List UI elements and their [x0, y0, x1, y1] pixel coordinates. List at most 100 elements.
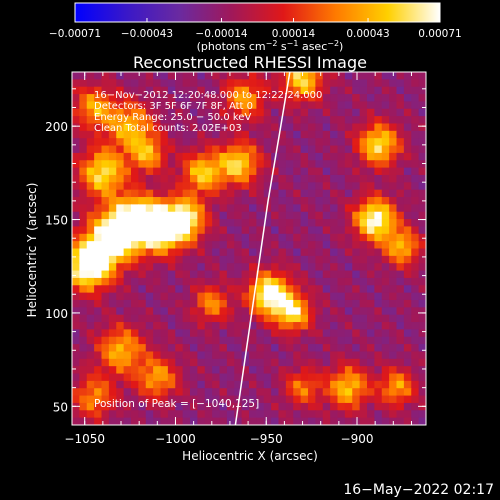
heatmap-cell — [293, 189, 302, 198]
heatmap-cell — [403, 366, 412, 375]
heatmap-cell — [116, 226, 125, 235]
heatmap-cell — [278, 226, 287, 235]
heatmap-cell — [138, 248, 147, 257]
heatmap-cell — [219, 116, 228, 125]
heatmap-cell — [359, 197, 368, 205]
heatmap-cell — [337, 292, 346, 301]
heatmap-cell — [249, 174, 257, 183]
heatmap-cell — [219, 241, 228, 250]
heatmap-cell — [167, 248, 176, 257]
heatmap-cell — [190, 307, 198, 316]
heatmap-cell — [344, 160, 353, 169]
heatmap-cell — [226, 270, 235, 279]
heatmap-cell — [153, 204, 162, 213]
heatmap-cell — [256, 380, 265, 389]
heatmap-cell — [278, 307, 287, 316]
heatmap-cell — [330, 152, 339, 161]
heatmap-cell — [116, 417, 125, 425]
heatmap-cell — [337, 410, 346, 419]
heatmap-cell — [204, 152, 213, 161]
heatmap-cell — [300, 204, 309, 213]
heatmap-cell — [219, 248, 228, 257]
heatmap-cell — [411, 79, 420, 88]
heatmap-cell — [182, 388, 191, 397]
heatmap-cell — [396, 152, 405, 161]
heatmap-cell — [418, 402, 426, 411]
heatmap-cell — [175, 351, 184, 360]
heatmap-cell — [212, 204, 221, 213]
heatmap-cell — [256, 72, 265, 80]
heatmap-cell — [145, 299, 154, 308]
heatmap-cell — [344, 226, 353, 235]
heatmap-cell — [167, 167, 176, 176]
heatmap-cell — [219, 211, 228, 220]
heatmap-cell — [322, 145, 331, 154]
heatmap-cell — [403, 248, 412, 257]
solar-limb-line — [234, 72, 291, 425]
heatmap-cell — [352, 130, 361, 139]
heatmap-cell — [337, 138, 346, 147]
heatmap-cell — [241, 72, 250, 80]
heatmap-cell — [293, 263, 302, 272]
heatmap-cell — [190, 94, 198, 103]
heatmap-cell — [315, 344, 324, 353]
heatmap-cell — [322, 160, 331, 169]
heatmap-cell — [308, 366, 316, 375]
heatmap-cell — [403, 417, 412, 425]
heatmap-cell — [374, 329, 383, 338]
heatmap-cell — [344, 292, 353, 301]
heatmap-cell — [278, 101, 287, 110]
heatmap-cell — [94, 299, 103, 308]
heatmap-cell — [285, 351, 294, 360]
heatmap-cell — [72, 285, 80, 294]
heatmap-cell — [285, 380, 294, 389]
heatmap-cell — [167, 108, 176, 117]
heatmap-cell — [315, 366, 324, 375]
x-tick-label: −1050 — [64, 432, 105, 446]
heatmap-cell — [285, 79, 294, 88]
heatmap-cell — [131, 86, 139, 95]
heatmap-cell — [300, 299, 309, 308]
heatmap-cell — [131, 344, 139, 353]
heatmap-cell — [352, 270, 361, 279]
heatmap-cell — [167, 402, 176, 411]
heatmap-cell — [226, 197, 235, 205]
heatmap-cell — [72, 241, 80, 250]
heatmap-cell — [411, 211, 420, 220]
heatmap-cell — [131, 211, 139, 220]
heatmap-cell — [308, 270, 316, 279]
y-tick-label: 50 — [53, 400, 68, 414]
heatmap-cell — [359, 358, 368, 367]
heatmap-cell — [403, 145, 412, 154]
heatmap-cell — [352, 226, 361, 235]
heatmap-cell — [249, 417, 257, 425]
heatmap-cell — [212, 329, 221, 338]
heatmap-cell — [344, 358, 353, 367]
heatmap-cell — [123, 86, 132, 95]
heatmap-cell — [182, 219, 191, 228]
heatmap-cell — [116, 189, 125, 198]
heatmap-cell — [418, 182, 426, 191]
heatmap-cell — [285, 160, 294, 169]
heatmap-cell — [256, 307, 265, 316]
heatmap-cell — [330, 388, 339, 397]
heatmap-cell — [271, 255, 280, 264]
heatmap-cell — [322, 197, 331, 205]
heatmap-cell — [256, 233, 265, 242]
heatmap-cell — [359, 160, 368, 169]
heatmap-cell — [300, 358, 309, 367]
heatmap-cell — [101, 160, 110, 169]
heatmap-cell — [212, 344, 221, 353]
heatmap-cell — [352, 285, 361, 294]
heatmap-cell — [167, 263, 176, 272]
heatmap-cell — [285, 277, 294, 286]
heatmap-cell — [219, 380, 228, 389]
heatmap-cell — [256, 417, 265, 425]
heatmap-cell — [86, 395, 95, 404]
heatmap-cell — [411, 336, 420, 345]
heatmap-cell — [389, 167, 398, 176]
heatmap-cell — [381, 174, 390, 183]
heatmap-cell — [256, 373, 265, 382]
heatmap-cell — [197, 160, 206, 169]
heatmap-cell — [322, 138, 331, 147]
